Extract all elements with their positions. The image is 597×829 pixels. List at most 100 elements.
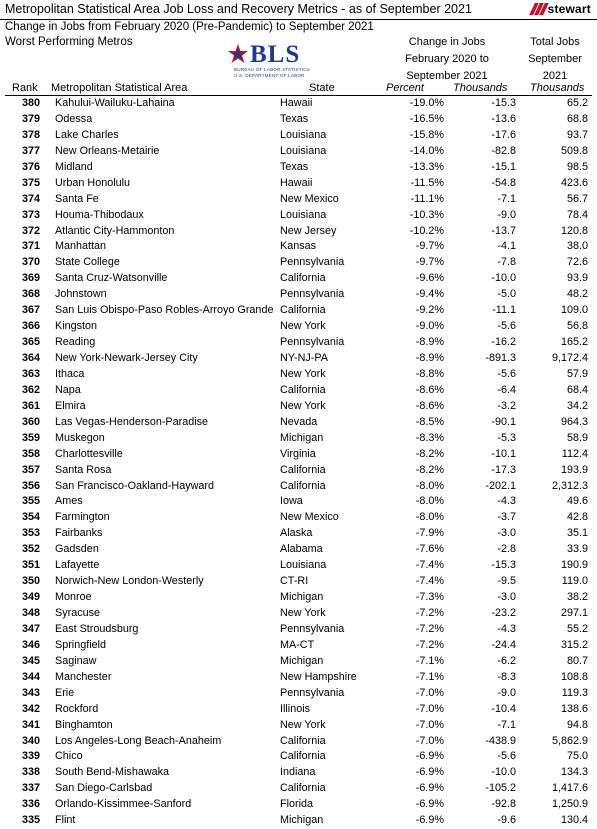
metro-cell: Orlando-Kissimmee-Sanford bbox=[55, 798, 192, 811]
state-cell: Illinois bbox=[280, 702, 311, 715]
total-jobs-cell: 9,172.4 bbox=[551, 352, 588, 364]
title-bar: Metropolitan Statistical Area Job Loss a… bbox=[0, 0, 597, 20]
total-jobs-cell: 98.5 bbox=[566, 160, 588, 173]
state-cell: Hawaii bbox=[280, 97, 313, 109]
rank-cell: 374 bbox=[21, 192, 40, 205]
state-cell: Virginia bbox=[280, 447, 316, 460]
percent-cell: -9.0% bbox=[415, 320, 444, 333]
percent-cell: -8.8% bbox=[415, 367, 444, 380]
rank-cell: 361 bbox=[21, 399, 40, 412]
rank-cell: 355 bbox=[21, 495, 40, 508]
total-jobs-cell: 297.1 bbox=[560, 607, 588, 619]
state-cell: Pennsylvania bbox=[280, 686, 345, 699]
total-jobs-cell: 964.3 bbox=[560, 415, 588, 428]
rank-cell: 370 bbox=[21, 256, 40, 269]
state-cell: Pennsylvania bbox=[280, 336, 345, 349]
table-row: 356 San Francisco-Oakland-Hayward Californ… bbox=[0, 479, 597, 495]
rank-cell: 365 bbox=[21, 336, 40, 349]
percent-cell: -19.0% bbox=[409, 97, 444, 109]
table-row: 372 Atlantic City-Hammonton New Jersey -10.… bbox=[0, 224, 597, 240]
header-change-line3: September 2021 bbox=[406, 70, 488, 82]
thousands-cell: -2.8 bbox=[497, 543, 516, 556]
percent-cell: -7.1% bbox=[415, 670, 444, 683]
metro-cell: Urban Honolulu bbox=[55, 176, 131, 189]
state-cell: Texas bbox=[280, 160, 309, 173]
header-thousands: Thousands bbox=[453, 82, 508, 94]
total-jobs-cell: 193.9 bbox=[560, 463, 588, 476]
percent-cell: -6.9% bbox=[415, 782, 444, 795]
thousands-cell: -10.4 bbox=[491, 702, 516, 715]
percent-cell: -9.2% bbox=[415, 304, 444, 317]
rank-cell: 354 bbox=[21, 511, 40, 524]
stewart-logo-text: stewart bbox=[547, 2, 591, 16]
thousands-cell: -5.3 bbox=[497, 431, 516, 444]
percent-cell: -7.2% bbox=[415, 607, 444, 619]
total-jobs-cell: 56.7 bbox=[566, 192, 588, 205]
percent-cell: -7.0% bbox=[415, 702, 444, 715]
thousands-cell: -9.6 bbox=[497, 814, 516, 827]
metro-cell: Houma-Thibodaux bbox=[55, 208, 144, 221]
state-cell: California bbox=[280, 463, 326, 476]
thousands-cell: -7.8 bbox=[497, 256, 516, 269]
thousands-cell: -15.1 bbox=[491, 160, 516, 173]
state-cell: California bbox=[280, 782, 326, 795]
rank-cell: 358 bbox=[21, 447, 40, 460]
percent-cell: -7.4% bbox=[415, 559, 444, 572]
thousands-cell: -15.3 bbox=[491, 97, 516, 109]
thousands-cell: -10.0 bbox=[491, 272, 516, 285]
thousands-cell: -17.3 bbox=[491, 463, 516, 476]
thousands-cell: -3.2 bbox=[497, 399, 516, 412]
metro-cell: San Francisco-Oakland-Hayward bbox=[55, 479, 215, 492]
percent-cell: -7.1% bbox=[415, 654, 444, 667]
bls-caption-line2: U.S. DEPARTMENT OF LABOR bbox=[234, 73, 305, 78]
percent-cell: -7.0% bbox=[415, 734, 444, 747]
rank-cell: 363 bbox=[21, 367, 40, 380]
header-divider bbox=[5, 95, 592, 96]
rank-cell: 340 bbox=[21, 734, 40, 747]
table-row: 352 Gadsden Alabama -7.6% -2.8 33.9 bbox=[0, 542, 597, 558]
table-row: 357 Santa Rosa California -8.2% -17.3 193.9 bbox=[0, 463, 597, 479]
table-row: 337 San Diego-Carlsbad California -6.9% -105… bbox=[0, 781, 597, 797]
total-jobs-cell: 34.2 bbox=[566, 399, 588, 412]
thousands-cell: -7.1 bbox=[497, 192, 516, 205]
state-cell: New Hampshire bbox=[280, 670, 357, 683]
total-jobs-cell: 38.0 bbox=[566, 240, 588, 253]
percent-cell: -8.6% bbox=[415, 383, 444, 396]
percent-cell: -7.4% bbox=[415, 575, 444, 588]
table-row: 370 State College Pennsylvania -9.7% -7.8 72.… bbox=[0, 255, 597, 271]
header-rank: Rank bbox=[12, 82, 38, 94]
rank-cell: 377 bbox=[21, 144, 40, 157]
header-total-line1: Total Jobs bbox=[530, 36, 580, 48]
percent-cell: -8.5% bbox=[415, 415, 444, 428]
metro-cell: Syracuse bbox=[55, 607, 101, 619]
percent-cell: -6.9% bbox=[415, 798, 444, 811]
percent-cell: -7.9% bbox=[415, 527, 444, 540]
thousands-cell: -16.2 bbox=[491, 336, 516, 349]
table-row: 379 Odessa Texas -16.5% -13.6 68.8 bbox=[0, 112, 597, 128]
state-cell: California bbox=[280, 383, 326, 396]
bls-caption: BUREAU OF LABOR STATISTICS U.S. DEPARTME… bbox=[234, 67, 310, 79]
thousands-cell: -3.0 bbox=[497, 527, 516, 540]
metro-cell: Manhattan bbox=[55, 240, 107, 253]
rank-cell: 335 bbox=[21, 814, 40, 827]
table-row: 359 Muskegon Michigan -8.3% -5.3 58.9 bbox=[0, 431, 597, 447]
thousands-cell: -24.4 bbox=[491, 638, 516, 651]
total-jobs-cell: 138.6 bbox=[560, 702, 588, 715]
table-row: 343 Erie Pennsylvania -7.0% -9.0 119.3 bbox=[0, 686, 597, 702]
rank-cell: 375 bbox=[21, 176, 40, 189]
table-row: 349 Monroe Michigan -7.3% -3.0 38.2 bbox=[0, 590, 597, 606]
total-jobs-cell: 5,862.9 bbox=[551, 734, 588, 747]
percent-cell: -6.9% bbox=[415, 750, 444, 763]
percent-cell: -15.8% bbox=[409, 128, 444, 141]
metro-cell: Erie bbox=[55, 686, 75, 699]
percent-cell: -6.9% bbox=[415, 814, 444, 827]
table-row: 336 Orlando-Kissimmee-Sanford Florida -6.9%… bbox=[0, 797, 597, 813]
total-jobs-cell: 509.8 bbox=[560, 144, 588, 157]
table-row: 339 Chico California -6.9% -5.6 75.0 bbox=[0, 749, 597, 765]
rank-cell: 353 bbox=[21, 527, 40, 540]
metro-table-body: 380 Kahului-Wailuku-Lahaina Hawaii -19.0% -1… bbox=[0, 96, 597, 829]
thousands-cell: -9.5 bbox=[497, 575, 516, 588]
metro-cell: Fairbanks bbox=[55, 527, 103, 540]
state-cell: Michigan bbox=[280, 591, 324, 604]
percent-cell: -8.2% bbox=[415, 447, 444, 460]
